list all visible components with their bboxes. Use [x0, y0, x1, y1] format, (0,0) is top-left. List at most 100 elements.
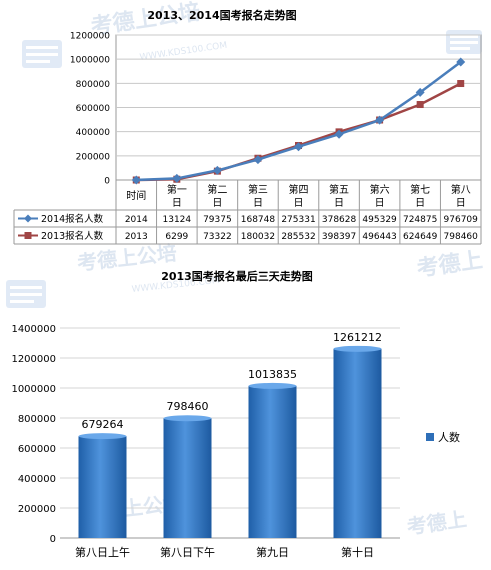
- x-tick-label: 第六: [370, 183, 390, 196]
- data-point: [294, 142, 303, 152]
- y-tick-label: 400000: [76, 128, 111, 138]
- table-cell-value: 73322: [203, 232, 232, 242]
- data-label: 1261212: [333, 331, 382, 344]
- bar-chart-legend: 人数: [426, 431, 460, 444]
- data-label: 679264: [82, 418, 124, 431]
- line-chart-series: [131, 57, 466, 185]
- y-tick-label: 1400000: [11, 324, 56, 335]
- data-point: [172, 173, 182, 183]
- legend-label: 人数: [438, 431, 460, 444]
- data-point: [131, 175, 141, 185]
- table-cell-value: 285532: [281, 232, 315, 242]
- bar-chart-title: 2013国考报名最后三天走势图: [161, 269, 313, 283]
- x-tick-label: 第八日上午: [75, 545, 130, 559]
- data-point: [415, 87, 425, 97]
- series-name: 2014报名人数: [41, 213, 104, 225]
- table-cell-value: 275331: [281, 215, 315, 225]
- bar-chart-bars: 679264 798460 1013835 1261212: [78, 331, 382, 538]
- line-chart-y-axis: 0 200000 400000 600000 800000 1000000 1200000: [70, 32, 110, 187]
- y-tick-label: 800000: [18, 414, 56, 425]
- y-tick-label: 1200000: [70, 32, 110, 42]
- x-tick-label: 第二: [207, 183, 227, 196]
- y-tick-label: 600000: [18, 444, 56, 455]
- bar: [248, 385, 297, 538]
- y-tick-label: 200000: [76, 152, 111, 162]
- data-point: [212, 165, 222, 175]
- data-point: [457, 80, 465, 88]
- x-tick-label: 日: [415, 198, 425, 209]
- x-tick-label: 第八: [451, 183, 471, 196]
- data-point: [253, 155, 263, 165]
- y-tick-label: 1000000: [70, 56, 110, 66]
- data-point: [375, 115, 385, 125]
- series-line: [136, 60, 462, 182]
- x-tick-label: 第九日: [256, 545, 289, 559]
- y-tick-label: 1000000: [11, 384, 56, 395]
- x-tick-label: 日: [212, 198, 222, 209]
- table-cell-value: 378628: [322, 215, 357, 225]
- data-label: 1013835: [248, 368, 297, 381]
- x-tick-label: 第七: [410, 183, 430, 196]
- y-tick-label: 1200000: [11, 354, 56, 365]
- y-tick-label: 800000: [76, 80, 111, 90]
- line-chart-data-table: 时间 第一日 第二日 第三日 第四日 第五日 第六日 第七日 第八日 2014报名人数 2014 13…: [13, 179, 482, 245]
- x-tick-label: 日: [334, 198, 344, 209]
- table-cell-value: 496443: [362, 232, 396, 242]
- line-chart-title: 2013、2014国考报名走势图: [147, 8, 296, 22]
- table-cell-value: 2014: [125, 215, 148, 225]
- legend-diamond-icon: [24, 214, 32, 223]
- x-tick-label: 日: [456, 198, 466, 209]
- table-cell-value: 13124: [163, 215, 192, 225]
- x-tick-label: 第三: [248, 183, 268, 196]
- bar-chart-x-axis: 第八日上午 第八日下午 第九日 第十日: [75, 545, 374, 559]
- table-cell-value: 624649: [403, 232, 438, 242]
- bar-top: [333, 345, 382, 352]
- table-cell-value: 976709: [444, 215, 479, 225]
- bar-chart: 2013国考报名最后三天走势图 0 200000 400000 600000 80000…: [11, 269, 460, 559]
- bar-chart-y-axis: 0 200000 400000 600000 800000 1000000 1200000 1…: [11, 324, 56, 545]
- table-cell-value: 79375: [203, 215, 232, 225]
- y-tick-label: 0: [50, 534, 56, 545]
- watermark-brand-bottom-right: 考德上: [405, 507, 468, 539]
- x-tick-label: 第五: [329, 183, 349, 196]
- data-point: [416, 101, 424, 109]
- bar: [333, 348, 382, 538]
- table-cell-value: 168748: [241, 215, 276, 225]
- x-tick-label: 日: [253, 198, 263, 209]
- line-chart: 2013、2014国考报名走势图 0 200000 400000 600000 8000…: [13, 8, 482, 245]
- table-cell-value: 495329: [362, 215, 397, 225]
- x-tick-label: 第八日下午: [160, 545, 215, 559]
- series-name: 2013报名人数: [41, 230, 104, 242]
- table-cell-value: 798460: [444, 232, 479, 242]
- watermark-logo-icon: [6, 280, 46, 308]
- x-tick-label: 第一: [167, 183, 187, 196]
- data-point: [334, 129, 344, 139]
- x-tick-label: 第四: [289, 183, 309, 196]
- x-tick-label: 日: [172, 198, 182, 209]
- data-point: [456, 57, 466, 67]
- table-cell-value: 6299: [165, 232, 188, 242]
- table-cell-value: 724875: [403, 215, 437, 225]
- bar: [163, 418, 212, 538]
- bar-top: [248, 382, 297, 389]
- y-tick-label: 400000: [18, 474, 56, 485]
- y-tick-label: 0: [104, 177, 110, 187]
- y-tick-label: 600000: [76, 104, 111, 114]
- table-cell-value: 180032: [241, 232, 275, 242]
- y-tick-label: 200000: [18, 504, 56, 515]
- x-tick-label: 日: [375, 198, 385, 209]
- bar-top: [78, 433, 127, 440]
- watermark-brand-right: 考德上: [415, 247, 484, 282]
- table-cell-value: 398397: [322, 232, 356, 242]
- legend-square-icon: [24, 232, 32, 239]
- bar: [78, 436, 127, 538]
- x-tick-label: 日: [294, 198, 304, 209]
- bar-top: [163, 415, 212, 422]
- table-cell-value: 2013: [125, 232, 148, 242]
- legend-swatch-icon: [426, 433, 434, 441]
- watermark-logo-icon: [22, 40, 62, 68]
- x-tick-label: 第十日: [341, 545, 374, 559]
- watermark-logo-icon: [446, 30, 482, 54]
- data-label: 798460: [167, 400, 209, 413]
